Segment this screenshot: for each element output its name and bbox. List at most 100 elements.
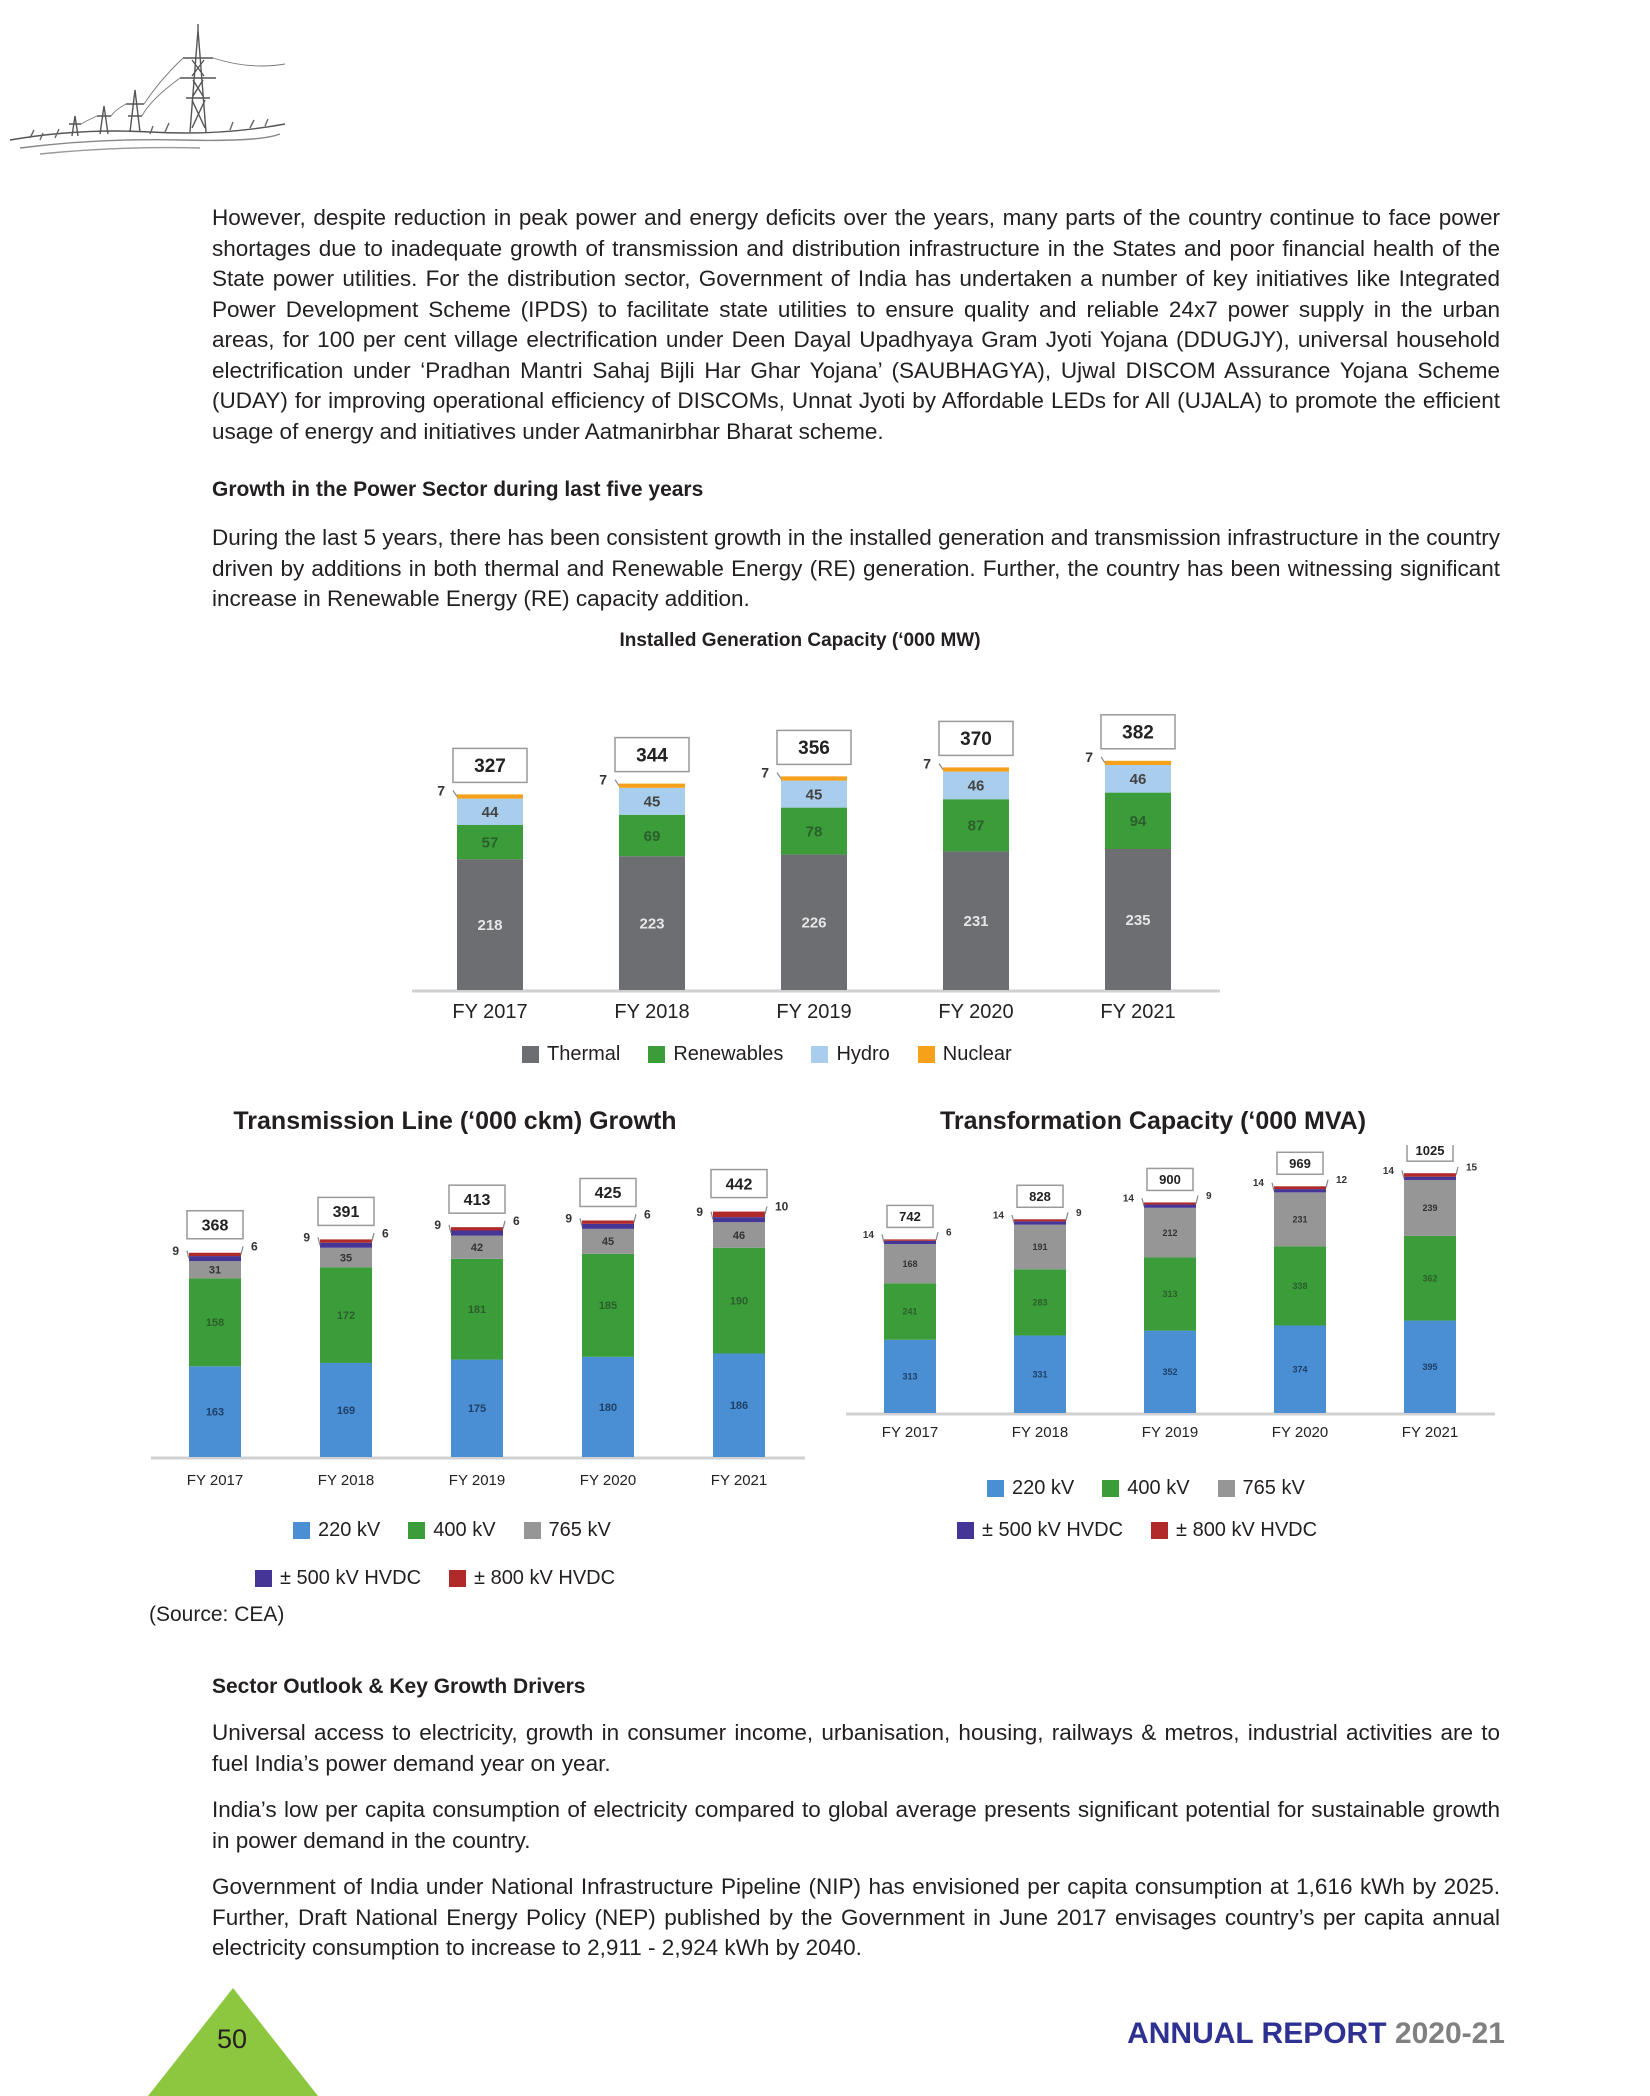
data-label-220-kv-fy-2020: 374 bbox=[1292, 1364, 1307, 1374]
bar-500-kv-hvdc-fy-2018 bbox=[320, 1242, 372, 1248]
callout-label-800-kv-hvdc-fy-2019: 6 bbox=[513, 1214, 520, 1228]
category-label-fy-2019: FY 2019 bbox=[776, 1001, 851, 1023]
callout-line bbox=[502, 1220, 506, 1229]
bar-220-kv-fy-2018 bbox=[320, 1362, 372, 1457]
callout-line bbox=[1195, 1195, 1199, 1204]
bar-765-kv-fy-2017 bbox=[884, 1244, 936, 1284]
data-label-765-kv-fy-2020: 45 bbox=[602, 1236, 614, 1248]
legend-item-765kv: 765 kV bbox=[523, 1519, 611, 1542]
legend-item-220kv: 220 kV bbox=[987, 1477, 1074, 1500]
callout-label-800-kv-hvdc-fy-2021: 10 bbox=[775, 1200, 789, 1214]
callout-label-500-kv-hvdc-fy-2019: 14 bbox=[1123, 1194, 1135, 1205]
data-label-220-kv-fy-2021: 186 bbox=[730, 1400, 748, 1412]
callout-label-nuclear-fy-2019: 7 bbox=[761, 764, 769, 780]
callout-line bbox=[1271, 1182, 1275, 1191]
bar-hydro-fy-2021 bbox=[1105, 765, 1171, 793]
total-label-fy-2017: 368 bbox=[202, 1218, 229, 1235]
total-label-fy-2021: 442 bbox=[726, 1176, 753, 1193]
bar-nuclear-fy-2020 bbox=[943, 767, 1009, 772]
bar-800-kv-hvdc-fy-2017 bbox=[884, 1239, 936, 1241]
callout-line bbox=[935, 1231, 939, 1241]
data-label-220-kv-fy-2019: 175 bbox=[468, 1403, 486, 1415]
category-label-fy-2021: FY 2021 bbox=[1100, 1001, 1175, 1023]
callout-label-nuclear-fy-2018: 7 bbox=[599, 772, 607, 788]
callout-label-nuclear-fy-2020: 7 bbox=[923, 755, 931, 771]
legend-item-thermal: Thermal bbox=[522, 1043, 620, 1066]
bar-765-kv-fy-2018 bbox=[1014, 1224, 1066, 1270]
data-label-thermal-fy-2018: 223 bbox=[639, 915, 664, 932]
category-label-fy-2020: FY 2020 bbox=[1272, 1424, 1328, 1441]
bar-220-kv-fy-2017 bbox=[189, 1366, 241, 1457]
bar-500-kv-hvdc-fy-2020 bbox=[582, 1223, 634, 1229]
transformation-capacity-chart: 313 241 168 14 6 742 FY 2017 331 283 191 14 9 828 FY … bbox=[846, 1145, 1495, 1441]
callout-label-nuclear-fy-2021: 7 bbox=[1085, 749, 1093, 765]
data-label-765-kv-fy-2018: 35 bbox=[340, 1252, 352, 1264]
category-label-fy-2019: FY 2019 bbox=[1142, 1424, 1198, 1441]
bar-220-kv-fy-2020 bbox=[582, 1356, 634, 1457]
bar-500-kv-hvdc-fy-2021 bbox=[713, 1217, 765, 1223]
bar-thermal-fy-2018 bbox=[619, 856, 685, 990]
callout-label-500-kv-hvdc-fy-2018: 14 bbox=[993, 1211, 1005, 1222]
category-label-fy-2020: FY 2020 bbox=[580, 1472, 636, 1489]
data-label-220-kv-fy-2017: 163 bbox=[206, 1406, 224, 1418]
bar-500-kv-hvdc-fy-2019 bbox=[1144, 1204, 1196, 1208]
category-label-fy-2017: FY 2017 bbox=[187, 1472, 243, 1489]
generation-capacity-chart: 218 57 44 7 327 FY 2017 223 69 45 7 344 FY 2018 226 7… bbox=[412, 714, 1220, 1023]
growth-heading: Growth in the Power Sector during last f… bbox=[212, 478, 704, 501]
legend-item-220kv: 220 kV bbox=[293, 1519, 380, 1542]
bar-nuclear-fy-2019 bbox=[781, 776, 847, 781]
data-label-renewables-fy-2017: 57 bbox=[482, 834, 499, 851]
data-label-220-kv-fy-2018: 331 bbox=[1032, 1369, 1047, 1379]
data-label-400-kv-fy-2017: 241 bbox=[902, 1307, 917, 1317]
total-label-fy-2019: 900 bbox=[1159, 1172, 1181, 1187]
data-label-765-kv-fy-2021: 239 bbox=[1422, 1203, 1437, 1213]
data-label-765-kv-fy-2017: 168 bbox=[902, 1259, 917, 1269]
transformation-legend-row1: 220 kV 400 kV 765 kV bbox=[987, 1477, 1305, 1500]
callout-label-500-kv-hvdc-fy-2019: 9 bbox=[434, 1218, 441, 1232]
category-label-fy-2021: FY 2021 bbox=[711, 1472, 767, 1489]
legend-item-765kv: 765 kV bbox=[1217, 1477, 1305, 1500]
transmission-legend-row2: ± 500 kV HVDC ± 800 kV HVDC bbox=[255, 1567, 615, 1590]
total-box-fy-2017 bbox=[452, 747, 528, 784]
legend-item-500kv-hvdc: ± 500 kV HVDC bbox=[255, 1567, 421, 1590]
data-label-renewables-fy-2019: 78 bbox=[806, 823, 823, 840]
total-box-fy-2018 bbox=[317, 1196, 375, 1227]
bar-800-kv-hvdc-fy-2018 bbox=[1014, 1219, 1066, 1222]
report-year: 2020-21 bbox=[1394, 2017, 1505, 2050]
page-number: 50 bbox=[216, 2024, 248, 2054]
callout-line bbox=[579, 1218, 583, 1227]
total-box-fy-2019 bbox=[776, 729, 852, 766]
callout-label-500-kv-hvdc-fy-2017: 14 bbox=[863, 1230, 875, 1241]
total-box-fy-2021 bbox=[1406, 1145, 1454, 1162]
bar-400-kv-fy-2017 bbox=[884, 1283, 936, 1340]
bar-400-kv-fy-2019 bbox=[451, 1258, 503, 1360]
data-label-220-kv-fy-2018: 169 bbox=[337, 1405, 355, 1417]
power-pylon-illustration bbox=[9, 24, 286, 155]
data-label-400-kv-fy-2018: 172 bbox=[337, 1310, 355, 1322]
bar-800-kv-hvdc-fy-2021 bbox=[713, 1211, 765, 1218]
bar-renewables-fy-2018 bbox=[619, 814, 685, 857]
bar-220-kv-fy-2021 bbox=[713, 1353, 765, 1457]
bar-765-kv-fy-2021 bbox=[713, 1222, 765, 1248]
intro-paragraph: However, despite reduction in peak power… bbox=[212, 205, 1500, 444]
bar-thermal-fy-2017 bbox=[457, 859, 523, 990]
bar-renewables-fy-2020 bbox=[943, 799, 1009, 852]
legend-item-500kv-hvdc: ± 500 kV HVDC bbox=[957, 1519, 1123, 1542]
bar-hydro-fy-2017 bbox=[457, 798, 523, 825]
category-label-fy-2017: FY 2017 bbox=[452, 1001, 527, 1023]
category-label-fy-2019: FY 2019 bbox=[449, 1472, 505, 1489]
data-label-765-kv-fy-2019: 42 bbox=[471, 1242, 483, 1254]
bar-nuclear-fy-2018 bbox=[619, 783, 685, 788]
data-label-765-kv-fy-2017: 31 bbox=[209, 1265, 221, 1277]
total-box-fy-2018 bbox=[614, 736, 690, 773]
bar-765-kv-fy-2017 bbox=[189, 1261, 241, 1279]
total-box-fy-2018 bbox=[1016, 1184, 1064, 1209]
category-label-fy-2020: FY 2020 bbox=[938, 1001, 1013, 1023]
callout-line bbox=[448, 1224, 452, 1234]
bar-500-kv-hvdc-fy-2019 bbox=[451, 1230, 503, 1236]
callout-label-800-kv-hvdc-fy-2021: 15 bbox=[1466, 1162, 1478, 1173]
chart-title-generation: Installed Generation Capacity (‘000 MW) bbox=[619, 630, 981, 651]
total-label-fy-2017: 742 bbox=[899, 1209, 921, 1224]
total-box-fy-2020 bbox=[938, 720, 1014, 757]
callout-line bbox=[452, 790, 458, 797]
